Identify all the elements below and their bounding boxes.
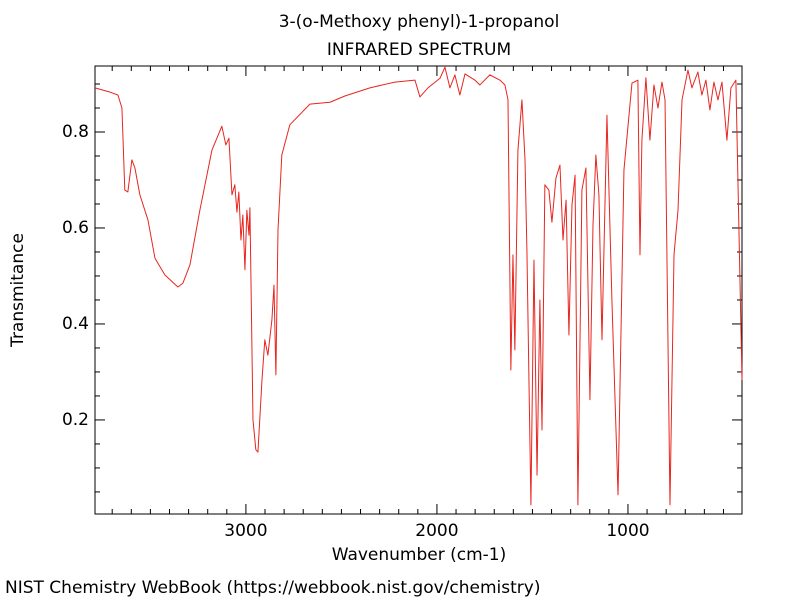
chart-title: 3-(o-Methoxy phenyl)-1-propanol bbox=[279, 12, 560, 32]
x-tick-label: 2000 bbox=[415, 521, 458, 541]
spectrum-line bbox=[94, 66, 743, 506]
y-tick-label: 0.2 bbox=[62, 410, 89, 430]
y-tick-label: 0.8 bbox=[62, 122, 89, 142]
x-tick-label: 1000 bbox=[606, 521, 649, 541]
x-tick-label: 3000 bbox=[224, 521, 267, 541]
footer: NIST Chemistry WebBook (https://webbook.… bbox=[5, 578, 540, 598]
chart-subtitle: INFRARED SPECTRUM bbox=[327, 40, 511, 60]
y-tick-label: 0.6 bbox=[62, 218, 89, 238]
x-axis-label: Wavenumber (cm-1) bbox=[332, 545, 507, 565]
y-axis-label: Transmitance bbox=[8, 233, 28, 348]
y-tick-label: 0.4 bbox=[62, 314, 89, 334]
plot-frame bbox=[94, 65, 743, 515]
